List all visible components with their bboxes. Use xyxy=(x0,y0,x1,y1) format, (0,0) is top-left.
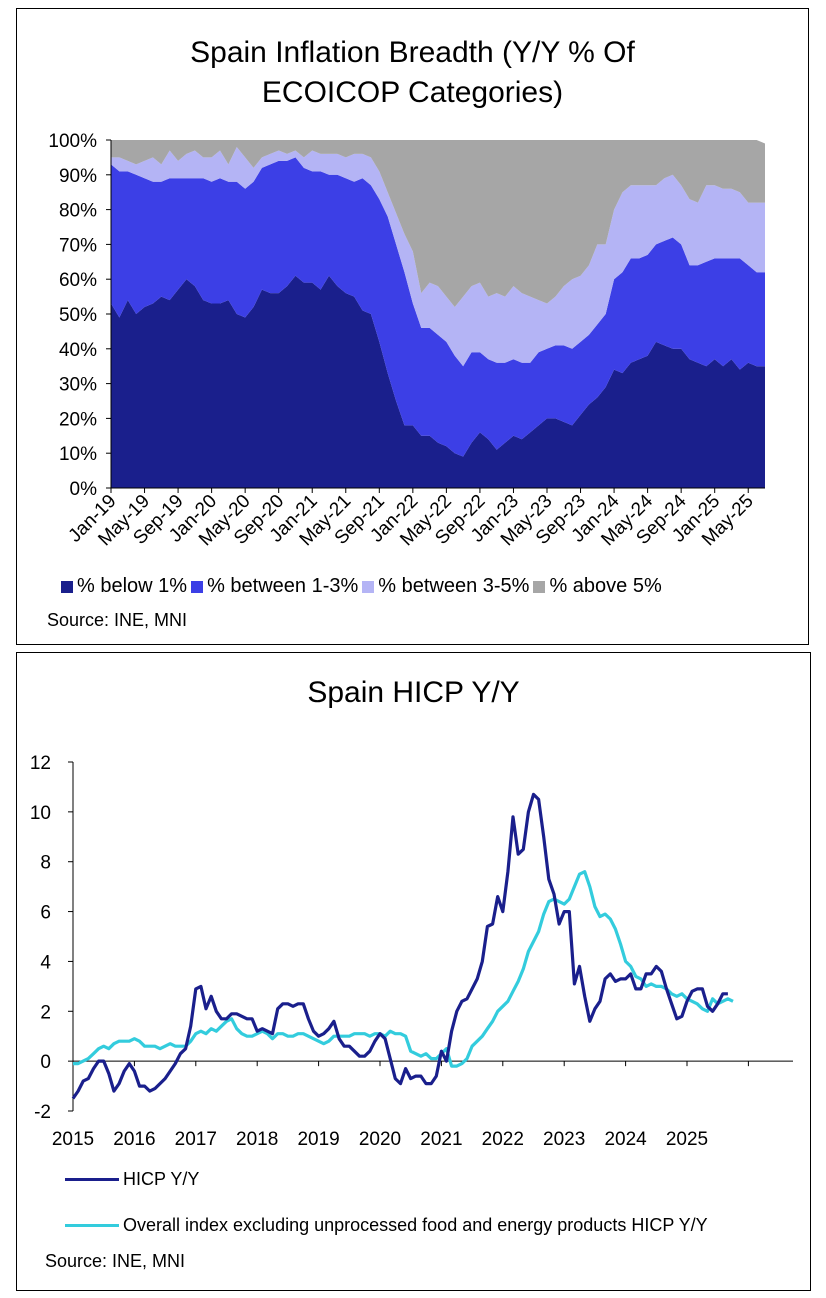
legend-label-above-5: % above 5% xyxy=(549,575,662,597)
y-tick-label: 40% xyxy=(59,340,97,361)
hicp-line-chart: -2 0 2 4 6 8 10 12 2015 2016 2017 2018 2019 2020 2021 2… xyxy=(30,753,793,1150)
x-tick-label: 2024 xyxy=(604,1129,647,1150)
y-tick-label: 4 xyxy=(40,952,51,973)
y-tick-label: 70% xyxy=(59,235,97,256)
y-tick-label: 12 xyxy=(30,753,51,774)
chart-title: Spain Inflation Breadth (Y/Y % Of ECOICO… xyxy=(17,33,808,113)
y-tick-label: 2 xyxy=(40,1002,51,1023)
hicp-panel: Spain HICP Y/Y -2 0 2 4 6 8 10 12 2015 2016 2017 20… xyxy=(16,652,811,1291)
inflation-breadth-panel: Spain Inflation Breadth (Y/Y % Of ECOICO… xyxy=(16,8,809,645)
x-tick-label: 2021 xyxy=(420,1129,462,1150)
y-tick-label: 80% xyxy=(59,201,97,222)
y-tick-label: -2 xyxy=(34,1102,51,1123)
y-tick-label: 30% xyxy=(59,375,97,396)
legend-line-core xyxy=(65,1224,119,1227)
x-tick-label: 2023 xyxy=(543,1129,585,1150)
legend-label-1-3: % between 1-3% xyxy=(207,575,359,597)
area-series-1 xyxy=(111,275,765,488)
x-tick-label: 2016 xyxy=(113,1129,155,1150)
legend-swatch-below-1 xyxy=(61,580,73,593)
area-series-2 xyxy=(111,157,765,457)
y-tick-label: 60% xyxy=(59,270,97,291)
legend-label-hicp: HICP Y/Y xyxy=(123,1169,200,1189)
legend-line-hicp xyxy=(65,1178,119,1181)
chart-title: Spain HICP Y/Y xyxy=(307,676,520,709)
y-tick-label: 10% xyxy=(59,444,97,465)
y-tick-label: 0 xyxy=(40,1052,51,1073)
x-tick-label: 2015 xyxy=(52,1129,94,1150)
source-note: Source: INE, MNI xyxy=(45,1251,186,1271)
y-tick-label: 6 xyxy=(40,903,51,924)
x-tick-label: 2017 xyxy=(175,1129,217,1150)
legend-swatch-1-3 xyxy=(191,580,204,593)
line-series-2 xyxy=(73,870,734,1068)
legend-label-core: Overall index excluding unprocessed food… xyxy=(123,1215,708,1235)
legend-swatch-3-5 xyxy=(362,580,375,593)
breadth-legend: % below 1% % between 1-3% % between 3-5%… xyxy=(61,575,662,598)
hicp-legend-item-2: Overall index excluding unprocessed food… xyxy=(65,1215,708,1236)
y-tick-label: 0% xyxy=(70,479,98,500)
y-tick-label: 90% xyxy=(59,166,97,187)
x-tick-label: 2019 xyxy=(297,1129,339,1150)
source-note: Source: INE, MNI xyxy=(47,610,188,630)
y-tick-label: 10 xyxy=(30,803,51,824)
y-tick-label: 50% xyxy=(59,305,97,326)
area-series-3 xyxy=(111,146,765,367)
legend-label-3-5: % between 3-5% xyxy=(378,575,530,597)
legend-swatch-above-5 xyxy=(533,580,546,593)
x-tick-label: 2022 xyxy=(482,1129,524,1150)
breadth-area-chart: 0%10%20%30%40%50%60%70%80%90%100%Jan-19M… xyxy=(48,131,765,550)
legend-label-below-1: % below 1% xyxy=(77,575,188,597)
x-tick-label: 2020 xyxy=(359,1129,401,1150)
line-series-1 xyxy=(71,792,728,1100)
y-tick-label: 8 xyxy=(40,853,51,874)
chart-title-line-2: ECOICOP Categories) xyxy=(261,76,564,109)
x-tick-label: 2018 xyxy=(236,1129,278,1150)
hicp-legend-item-1: HICP Y/Y xyxy=(65,1169,199,1190)
y-tick-label: 20% xyxy=(59,409,97,430)
x-tick-label: 2025 xyxy=(666,1129,708,1150)
y-tick-label: 100% xyxy=(48,131,97,152)
area-series-4 xyxy=(111,140,765,308)
chart-title-line-1: Spain Inflation Breadth (Y/Y % Of xyxy=(190,36,635,69)
